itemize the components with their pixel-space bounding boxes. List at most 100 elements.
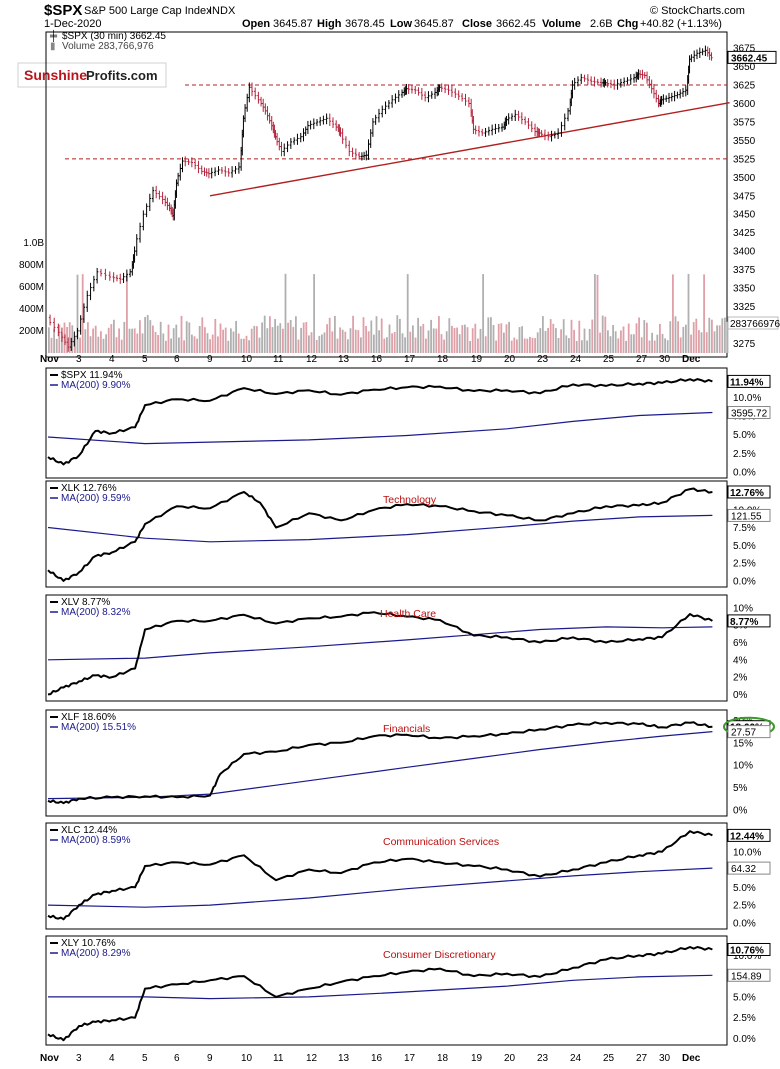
series-legend: XLF 18.60%	[61, 712, 116, 723]
volume-bar	[448, 318, 451, 353]
ma-legend: MA(200) 9.59%	[61, 493, 131, 504]
volume-bar	[152, 325, 154, 353]
volume-bar	[341, 329, 344, 353]
volume-bar	[404, 337, 406, 353]
y-tick-label: 5.0%	[733, 541, 756, 552]
x-tick-label: 9	[207, 354, 213, 365]
x-tick-label: 25	[603, 1053, 615, 1064]
y-tick-label: 2.5%	[733, 449, 756, 460]
y-tick-label: 3625	[733, 81, 756, 92]
x-tick-label: 11	[273, 1053, 284, 1064]
volume-bar	[139, 320, 141, 353]
volume-bar	[253, 325, 256, 353]
volume-bar	[339, 327, 341, 353]
volume-bar	[539, 328, 542, 353]
volume-bar	[282, 328, 284, 353]
symbol-title: $SPX	[44, 2, 82, 19]
sector-label: Communication Services	[383, 836, 499, 848]
series-legend: XLC 12.44%	[61, 825, 117, 836]
volume-bar	[315, 340, 318, 353]
last-volume-label: 283766976	[730, 319, 780, 330]
volume-bar	[354, 329, 357, 353]
volume-bar	[71, 325, 74, 353]
logo-sunshine: Sunshine	[24, 67, 87, 83]
y-tick-label: 3550	[733, 136, 756, 147]
x-tick-label: 12	[306, 1053, 318, 1064]
volume-bar	[154, 331, 157, 353]
volume-bar	[113, 319, 115, 353]
volume-bar	[708, 317, 711, 353]
low-value: 3645.87	[414, 18, 454, 30]
y-tick-label: 10%	[733, 761, 753, 772]
volume-bar	[89, 336, 92, 353]
ma-value-label: 27.57	[731, 728, 756, 739]
price-line	[47, 378, 713, 466]
volume-bar	[74, 336, 76, 353]
volume-bar	[716, 325, 718, 353]
volume-bar	[50, 337, 53, 353]
y-tick-label: 0%	[733, 805, 748, 816]
x-tick-label: Nov	[40, 1053, 59, 1064]
volume-bar	[690, 334, 692, 353]
volume-bar	[276, 325, 279, 353]
ma-legend: MA(200) 15.51%	[61, 722, 136, 733]
volume-bar	[318, 335, 321, 353]
price-line	[47, 487, 713, 582]
volume-bar	[126, 274, 128, 353]
volume-bar	[68, 322, 71, 353]
volume-bar	[167, 324, 170, 353]
volume-bar	[87, 322, 89, 353]
x-tick-label: 17	[404, 354, 416, 365]
volume-bar	[552, 323, 555, 353]
volume-bar	[661, 333, 664, 353]
y-tick-label: 4%	[733, 655, 748, 666]
volume-bar	[92, 328, 94, 353]
volume-bar	[443, 339, 445, 353]
volume-value: 2.6B	[590, 18, 613, 30]
volume-bar	[565, 335, 568, 353]
ma-legend: MA(200) 8.59%	[61, 835, 131, 846]
volume-bar	[495, 340, 497, 353]
x-tick-label: 3	[76, 354, 82, 365]
ma-value-label: 121.55	[731, 511, 762, 522]
volume-bar	[614, 331, 617, 353]
volume-bar	[523, 338, 526, 353]
volume-bar	[284, 273, 287, 353]
y-tick-label: 2.5%	[733, 901, 756, 912]
ma-value-box	[727, 861, 771, 875]
y-tick-label: 0.0%	[733, 1034, 756, 1045]
volume-bar	[438, 316, 440, 353]
volume-bar	[269, 316, 271, 353]
panel-2: 12.5%10.0%7.5%5.0%2.5%0.0%XLK 12.76%MA(2…	[45, 480, 771, 588]
last-value-box	[727, 828, 771, 842]
panel-5: 12.5%10.0%7.5%5.0%2.5%0.0%XLC 12.44%MA(2…	[45, 822, 771, 930]
price-line	[47, 830, 713, 921]
volume-bar	[308, 335, 310, 353]
volume-bar	[141, 333, 144, 353]
volume-bar	[391, 333, 393, 353]
volume-bar	[334, 316, 336, 353]
volume-bar	[370, 320, 373, 353]
volume-bar	[672, 274, 674, 353]
volume-bar	[591, 319, 594, 353]
volume-bar	[378, 330, 380, 353]
x-tick-label: 19	[471, 1053, 483, 1064]
volume-bar	[365, 326, 367, 353]
volume-bar	[326, 324, 328, 353]
volume-bar	[274, 319, 276, 353]
volume-bar	[635, 323, 638, 353]
volume-bar	[159, 321, 162, 353]
volume-bar	[227, 340, 230, 353]
volume-bar	[588, 329, 591, 353]
ma-line	[47, 411, 713, 445]
x-tick-label: 4	[109, 354, 115, 365]
panel-0: 3675 3650 3625 3600 3575 3550 3525 3500 3475 3450…	[19, 29, 780, 358]
volume-bar	[612, 325, 614, 353]
close-value: 3662.45	[496, 18, 536, 30]
volume-bar	[568, 338, 570, 353]
y-tick-label: 0.0%	[733, 918, 756, 929]
volume-bar	[146, 315, 149, 353]
x-tick-label: 24	[570, 354, 582, 365]
volume-bar	[58, 324, 61, 353]
volume-bar	[388, 324, 391, 353]
